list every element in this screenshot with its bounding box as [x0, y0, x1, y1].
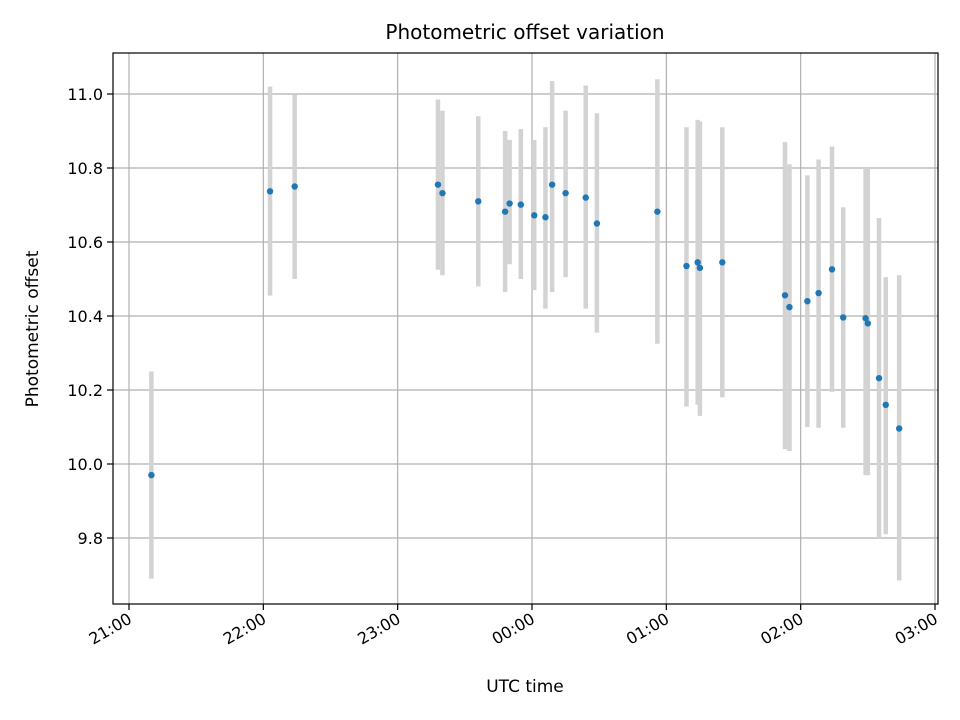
data-point: [864, 320, 872, 327]
data-point: [804, 298, 811, 305]
data-point: [291, 183, 298, 190]
x-tick-label: 02:00: [757, 609, 806, 649]
y-tick-label: 9.8: [78, 529, 103, 548]
x-tick-label: 01:00: [623, 609, 672, 649]
data-point: [719, 259, 726, 266]
data-point: [696, 264, 704, 272]
y-tick-label: 10.6: [67, 233, 103, 252]
data-point: [542, 214, 549, 221]
plot-frame: [112, 52, 939, 605]
data-point: [840, 314, 847, 321]
data-point: [882, 401, 889, 408]
data-points: [148, 181, 903, 479]
data-point: [593, 220, 601, 227]
data-point: [531, 212, 538, 219]
x-tick-label: 00:00: [489, 609, 538, 649]
data-point: [517, 201, 525, 208]
data-point: [266, 188, 274, 195]
data-point: [506, 200, 513, 207]
x-tick-label: 21:00: [86, 609, 135, 649]
data-point: [548, 181, 556, 188]
y-tick-label: 10.8: [67, 159, 103, 178]
data-point: [582, 194, 589, 201]
y-tick-label: 11.0: [67, 85, 103, 104]
x-axis-label: UTC time: [486, 677, 564, 697]
data-point: [475, 198, 482, 205]
data-point: [895, 425, 903, 432]
data-point: [683, 262, 690, 270]
x-tick-label: 03:00: [892, 609, 941, 649]
data-point: [828, 266, 836, 273]
chart-title: Photometric offset variation: [385, 20, 664, 44]
data-point: [654, 208, 661, 215]
data-point: [786, 303, 793, 311]
data-point: [148, 471, 155, 479]
data-point: [815, 289, 822, 297]
data-point: [562, 189, 569, 197]
grid: [113, 53, 938, 604]
y-tick-label: 10.0: [67, 455, 103, 474]
y-tick-label: 10.4: [67, 307, 103, 326]
data-point: [862, 315, 869, 322]
x-tick-label: 23:00: [354, 609, 403, 649]
y-axis-ticks: 9.8 10.0 10.2 10.4 10.6 10.8 11.0: [67, 85, 113, 548]
y-tick-label: 10.2: [67, 381, 103, 400]
x-axis-ticks: 21:00 22:00 23:00 00:00 01:00 02:00 03:00: [86, 604, 941, 649]
data-point: [781, 292, 789, 299]
data-point: [439, 189, 446, 197]
data-point: [434, 181, 442, 188]
data-point: [501, 208, 509, 215]
data-point: [694, 259, 701, 266]
x-tick-label: 22:00: [220, 609, 269, 649]
y-axis-label: Photometric offset: [23, 250, 43, 407]
data-point: [875, 374, 883, 382]
